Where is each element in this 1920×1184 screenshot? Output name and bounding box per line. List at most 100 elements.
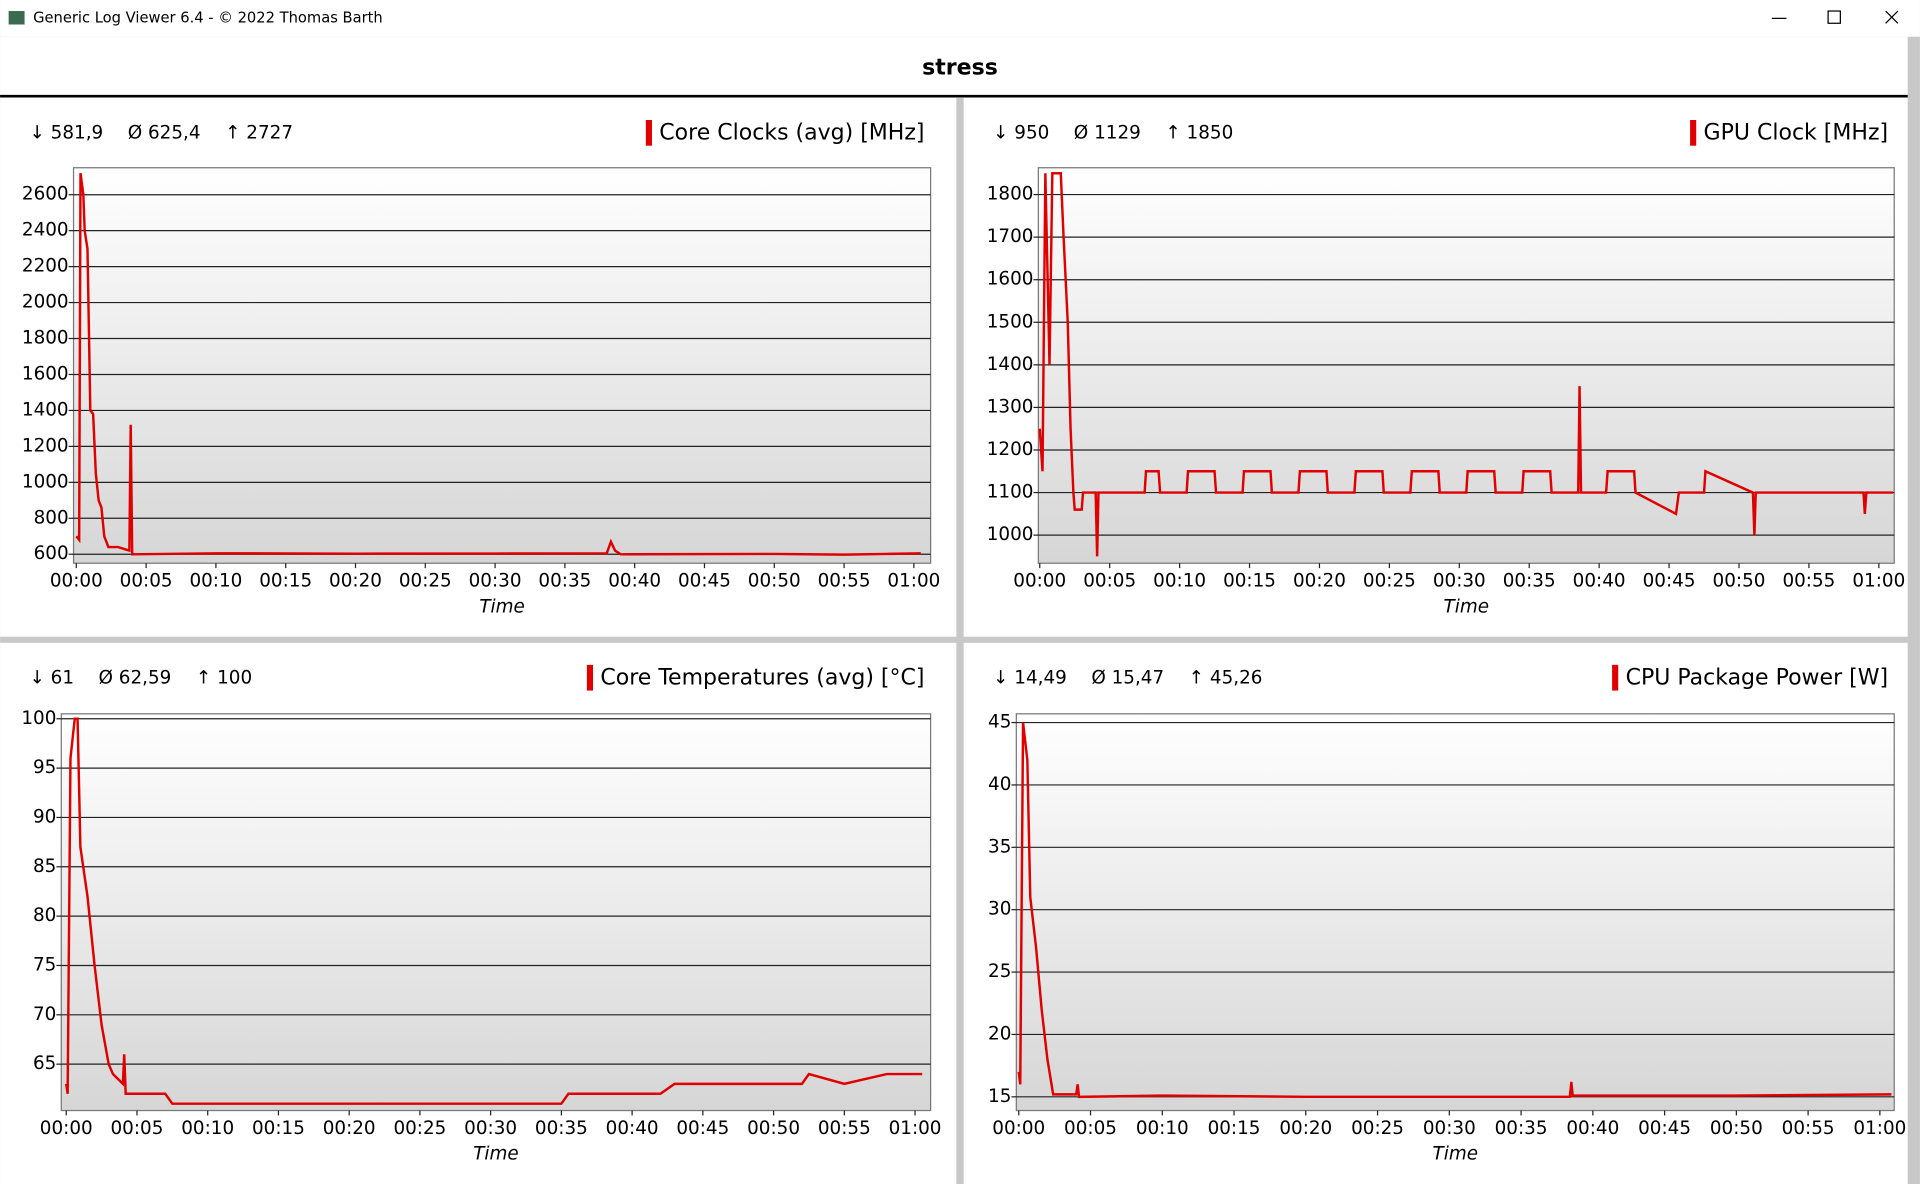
y-tick-label: 1600 bbox=[22, 363, 69, 384]
y-tick-label: 2600 bbox=[22, 184, 69, 205]
y-tick-label: 800 bbox=[34, 507, 69, 528]
x-tick-label: 00:00 bbox=[50, 571, 103, 592]
x-axis-label: Time bbox=[473, 1144, 519, 1165]
x-tick-label: 00:35 bbox=[1503, 571, 1556, 592]
x-tick-label: 00:40 bbox=[1566, 1118, 1619, 1139]
y-tick-label: 40 bbox=[988, 774, 1011, 795]
x-tick-label: 00:20 bbox=[323, 1118, 376, 1139]
series-title: CPU Package Power [W] bbox=[1626, 665, 1889, 690]
x-tick-label: 00:05 bbox=[120, 571, 173, 592]
x-tick-label: 01:00 bbox=[889, 1118, 942, 1139]
stat-value: ↓ 61 bbox=[29, 667, 74, 688]
y-tick-label: 100 bbox=[21, 708, 56, 729]
data-line bbox=[64, 717, 923, 1105]
x-tick-label: 00:10 bbox=[1153, 571, 1206, 592]
x-tick-label: 00:30 bbox=[469, 571, 522, 592]
stat-value: Ø 1129 bbox=[1074, 122, 1141, 143]
y-tick-label: 95 bbox=[33, 757, 56, 778]
x-axis-label: Time bbox=[1433, 1144, 1479, 1165]
maximize-button[interactable] bbox=[1827, 10, 1841, 24]
y-tick-label: 25 bbox=[988, 961, 1011, 982]
x-tick-label: 00:25 bbox=[399, 571, 452, 592]
y-tick-label: 1800 bbox=[987, 184, 1034, 205]
x-tick-label: 00:45 bbox=[676, 1118, 729, 1139]
title-bar bbox=[0, 0, 1920, 37]
y-tick-label: 45 bbox=[988, 712, 1011, 733]
y-tick-label: 2200 bbox=[22, 256, 69, 277]
y-tick-label: 15 bbox=[988, 1086, 1011, 1107]
y-tick-label: 30 bbox=[988, 899, 1011, 920]
stat-value: ↑ 1850 bbox=[1165, 122, 1233, 143]
plot-area bbox=[72, 167, 932, 564]
x-tick-label: 00:35 bbox=[535, 1118, 588, 1139]
plot-area bbox=[1037, 167, 1895, 564]
x-tick-label: 00:00 bbox=[40, 1118, 93, 1139]
x-tick-label: 00:55 bbox=[1782, 1118, 1835, 1139]
x-tick-label: 00:55 bbox=[818, 1118, 871, 1139]
y-tick-label: 1400 bbox=[22, 399, 69, 420]
data-line bbox=[1038, 172, 1893, 557]
x-tick-label: 00:15 bbox=[252, 1118, 305, 1139]
x-tick-label: 00:20 bbox=[329, 571, 382, 592]
x-tick-label: 00:15 bbox=[259, 571, 312, 592]
y-tick-label: 1000 bbox=[22, 471, 69, 492]
stat-value: ↑ 45,26 bbox=[1189, 667, 1263, 688]
x-tick-label: 00:30 bbox=[1433, 571, 1486, 592]
legend-swatch bbox=[645, 119, 652, 146]
stat-value: ↑ 100 bbox=[196, 667, 252, 688]
x-tick-label: 00:50 bbox=[747, 1118, 800, 1139]
x-tick-label: 00:15 bbox=[1223, 571, 1276, 592]
legend-swatch bbox=[586, 664, 594, 691]
stat-value: ↓ 581,9 bbox=[29, 122, 103, 143]
x-tick-label: 00:45 bbox=[1643, 571, 1696, 592]
x-axis-label: Time bbox=[1444, 596, 1490, 617]
plot-area bbox=[1015, 713, 1895, 1112]
x-tick-label: 00:55 bbox=[818, 571, 871, 592]
x-tick-label: 00:35 bbox=[1495, 1118, 1548, 1139]
app-icon bbox=[8, 11, 25, 25]
close-button[interactable] bbox=[1885, 10, 1899, 24]
y-tick-label: 2000 bbox=[22, 292, 69, 313]
x-tick-label: 00:15 bbox=[1208, 1118, 1261, 1139]
y-tick-label: 75 bbox=[33, 954, 56, 975]
y-tick-label: 1200 bbox=[987, 439, 1034, 460]
x-tick-label: 00:10 bbox=[1136, 1118, 1189, 1139]
y-tick-label: 70 bbox=[33, 1004, 56, 1025]
stat-value: Ø 625,4 bbox=[128, 122, 201, 143]
x-tick-label: 00:20 bbox=[1279, 1118, 1332, 1139]
x-tick-label: 00:05 bbox=[111, 1118, 164, 1139]
x-tick-label: 00:50 bbox=[748, 571, 801, 592]
x-tick-label: 00:25 bbox=[393, 1118, 446, 1139]
x-tick-label: 00:35 bbox=[538, 571, 591, 592]
y-tick-label: 1600 bbox=[987, 269, 1034, 290]
y-tick-label: 1700 bbox=[987, 226, 1034, 247]
stat-value: ↓ 14,49 bbox=[993, 667, 1067, 688]
x-tick-label: 00:50 bbox=[1710, 1118, 1763, 1139]
x-tick-label: 01:00 bbox=[1852, 571, 1905, 592]
y-tick-label: 65 bbox=[33, 1053, 56, 1074]
x-tick-label: 00:25 bbox=[1363, 571, 1416, 592]
y-tick-label: 1300 bbox=[987, 396, 1034, 417]
y-tick-label: 1200 bbox=[22, 435, 69, 456]
y-tick-label: 85 bbox=[33, 856, 56, 877]
x-tick-label: 00:25 bbox=[1351, 1118, 1404, 1139]
header-bar bbox=[0, 36, 1908, 96]
stat-value: Ø 62,59 bbox=[99, 667, 172, 688]
x-tick-label: 00:05 bbox=[1064, 1118, 1117, 1139]
x-tick-label: 00:40 bbox=[1573, 571, 1626, 592]
x-tick-label: 00:10 bbox=[181, 1118, 234, 1139]
x-tick-label: 00:40 bbox=[608, 571, 661, 592]
legend-swatch bbox=[1690, 119, 1697, 146]
header-title: stress bbox=[922, 56, 998, 81]
plot-area bbox=[60, 713, 932, 1112]
legend-swatch bbox=[1612, 664, 1619, 691]
data-line bbox=[1017, 722, 1892, 1099]
x-tick-label: 01:00 bbox=[1853, 1118, 1906, 1139]
series-title: GPU Clock [MHz] bbox=[1704, 120, 1889, 145]
data-line bbox=[75, 172, 921, 556]
y-tick-label: 90 bbox=[33, 806, 56, 827]
y-tick-label: 1400 bbox=[987, 354, 1034, 375]
y-tick-label: 35 bbox=[988, 836, 1011, 857]
x-tick-label: 00:05 bbox=[1083, 571, 1136, 592]
